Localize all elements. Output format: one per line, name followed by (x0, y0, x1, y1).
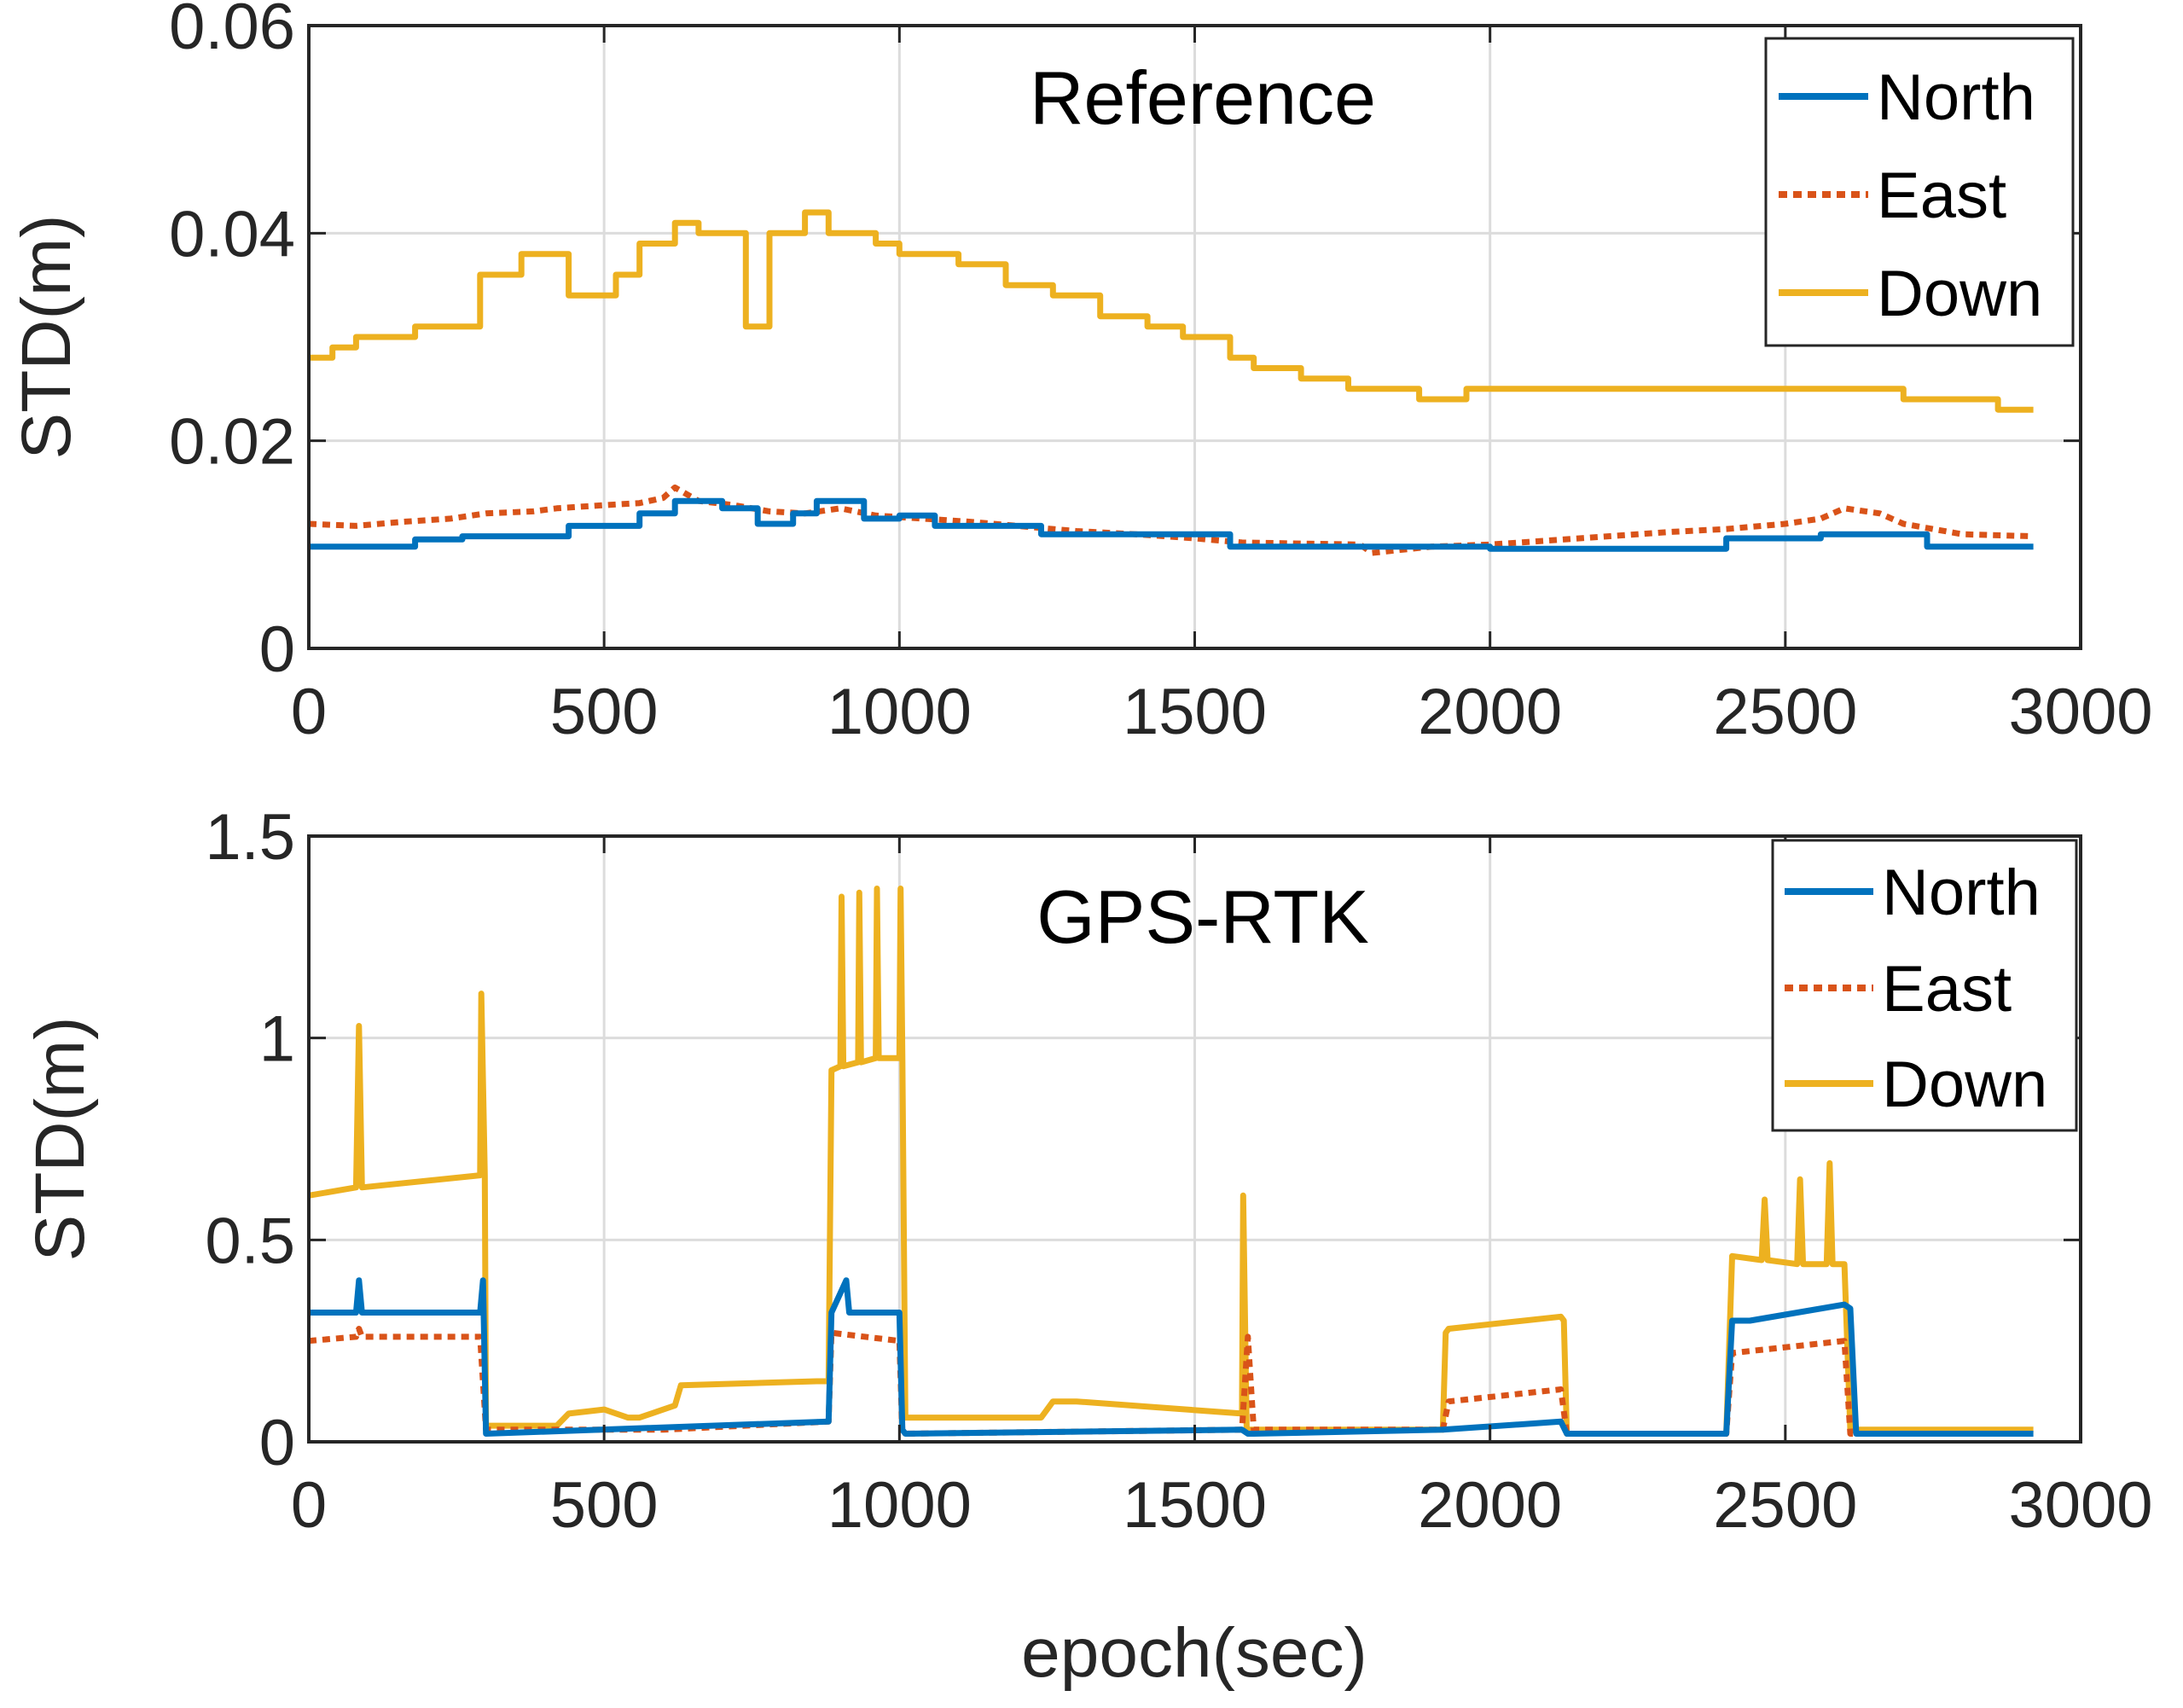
x-axis-label: epoch(sec) (1021, 1614, 1367, 1692)
gps-rtk-north-line (309, 1277, 2034, 1437)
gps-rtk-x-tick-label: 1500 (1123, 1469, 1267, 1542)
reference-title: Reference (1030, 55, 1376, 140)
reference-legend-east: East (1877, 160, 2006, 232)
gps-rtk-chart: 0 500 1000 1500 2000 2500 3000 0 0.5 1 1.5 GPS-RTK… (21, 801, 2153, 1692)
gps-rtk-legend-north: North (1882, 857, 2041, 929)
reference-down-line (309, 209, 2034, 413)
reference-series (308, 209, 2034, 556)
reference-x-tick-label: 3000 (2008, 676, 2152, 748)
reference-x-tick-label: 0 (291, 676, 327, 748)
gps-rtk-legend-east: East (1882, 953, 2012, 1025)
reference-ticks: 0 500 1000 1500 2000 2500 3000 0 0.02 0.04 0.06 (169, 0, 2152, 748)
gps-rtk-y-axis-label: STD(m) (21, 1017, 99, 1262)
reference-y-axis-label: STD(m) (8, 215, 85, 460)
reference-north-line (309, 497, 2034, 552)
reference-x-tick-label: 1500 (1123, 676, 1267, 748)
gps-rtk-series (308, 886, 2034, 1437)
reference-legend: North East Down (1764, 37, 2075, 347)
reference-y-tick-label: 0.06 (169, 0, 295, 63)
gps-rtk-legend: North East Down (1771, 839, 2078, 1132)
reference-legend-north: North (1877, 61, 2035, 134)
reference-legend-down: Down (1877, 258, 2042, 330)
gps-rtk-x-tick-label: 1000 (827, 1469, 972, 1542)
gps-rtk-x-tick-label: 500 (550, 1469, 659, 1542)
gps-rtk-x-tick-label: 2000 (1418, 1469, 1562, 1542)
gps-rtk-x-tick-label: 2500 (1713, 1469, 1857, 1542)
gps-rtk-y-tick-label: 0.5 (205, 1205, 295, 1277)
reference-x-tick-label: 1000 (827, 676, 972, 748)
gps-rtk-y-tick-label: 1.5 (205, 801, 295, 874)
reference-y-tick-label: 0.02 (169, 406, 295, 479)
reference-y-tick-label: 0 (259, 613, 295, 686)
gps-rtk-down-line (308, 886, 2034, 1437)
gps-rtk-y-tick-label: 1 (259, 1003, 295, 1076)
gps-rtk-y-tick-label: 0 (259, 1407, 295, 1479)
reference-chart: 0 500 1000 1500 2000 2500 3000 0 0.02 0.04 0.06 Re… (8, 0, 2153, 748)
gps-rtk-ticks: 0 500 1000 1500 2000 2500 3000 0 0.5 1 1.5 (205, 801, 2152, 1542)
gps-rtk-x-tick-label: 3000 (2008, 1469, 2152, 1542)
reference-y-tick-label: 0.04 (169, 198, 295, 270)
gps-rtk-legend-down: Down (1882, 1049, 2047, 1121)
gps-rtk-title: GPS-RTK (1036, 874, 1369, 959)
reference-x-tick-label: 2000 (1418, 676, 1562, 748)
reference-east-line (308, 484, 2034, 556)
reference-x-tick-label: 2500 (1713, 676, 1857, 748)
gps-rtk-x-tick-label: 0 (291, 1469, 327, 1542)
reference-x-tick-label: 500 (550, 676, 659, 748)
